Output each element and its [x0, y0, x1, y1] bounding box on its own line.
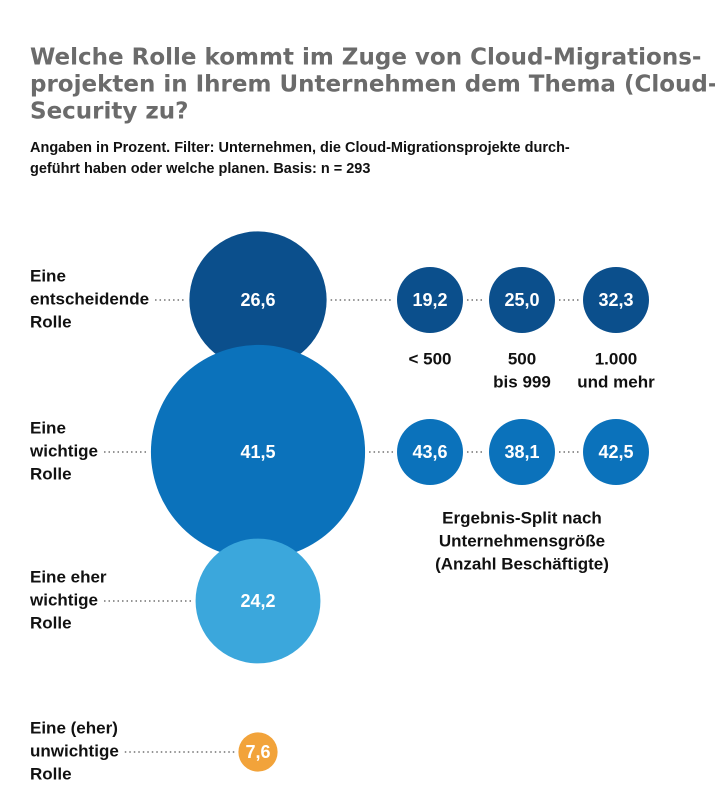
- split-value-label: 43,6: [412, 442, 447, 462]
- chart-title: Security zu?: [30, 99, 189, 125]
- category-label: Eine: [30, 266, 66, 285]
- split-bubble: [397, 419, 463, 485]
- value-label: 41,5: [240, 442, 275, 462]
- category-label: entscheidende: [30, 289, 149, 308]
- split-value-label: 42,5: [598, 442, 633, 462]
- category-label: Rolle: [30, 764, 72, 783]
- group-label: 1.000: [595, 349, 638, 368]
- split-value-label: 32,3: [598, 290, 633, 310]
- bubble: [238, 732, 278, 772]
- bubble: [195, 538, 321, 664]
- category-label: Eine eher: [30, 567, 107, 586]
- split-bubble: [489, 267, 555, 333]
- bubble: [189, 231, 327, 369]
- split-note: (Anzahl Beschäftigte): [435, 554, 609, 573]
- value-label: 26,6: [240, 290, 275, 310]
- split-value-label: 25,0: [504, 290, 539, 310]
- value-label: 7,6: [245, 742, 270, 762]
- chart-title: projekten in Ihrem Unternehmen dem Thema…: [30, 72, 715, 98]
- split-bubble: [583, 267, 649, 333]
- category-label: Rolle: [30, 464, 72, 483]
- split-note: Ergebnis-Split nach: [442, 508, 602, 527]
- group-label: < 500: [408, 349, 451, 368]
- chart-subtitle: Angaben in Prozent. Filter: Unternehmen,…: [30, 140, 570, 156]
- split-bubble: [397, 267, 463, 333]
- chart-subtitle: geführt haben oder welche planen. Basis:…: [30, 161, 370, 177]
- group-label: und mehr: [577, 372, 655, 391]
- category-label: wichtige: [29, 590, 98, 609]
- bubble: [150, 344, 366, 560]
- split-value-label: 19,2: [412, 290, 447, 310]
- category-label: Rolle: [30, 312, 72, 331]
- group-label: bis 999: [493, 372, 551, 391]
- split-bubble: [489, 419, 555, 485]
- value-label: 24,2: [240, 591, 275, 611]
- category-label: unwichtige: [30, 741, 119, 760]
- split-bubble: [583, 419, 649, 485]
- group-label: 500: [508, 349, 536, 368]
- category-label: Eine: [30, 418, 66, 437]
- category-label: wichtige: [29, 441, 98, 460]
- chart-title: Welche Rolle kommt im Zuge von Cloud-Mig…: [30, 45, 701, 71]
- split-note: Unternehmensgröße: [439, 531, 605, 550]
- category-label: Eine (eher): [30, 718, 118, 737]
- split-value-label: 38,1: [504, 442, 539, 462]
- category-label: Rolle: [30, 613, 72, 632]
